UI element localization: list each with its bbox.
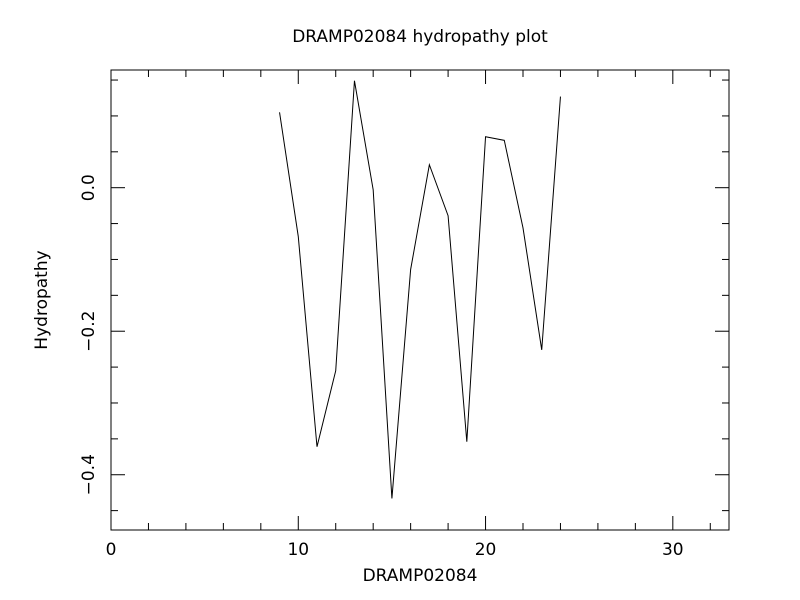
y-axis-label: Hydropathy — [32, 250, 52, 349]
data-line — [279, 80, 561, 499]
x-tick-label: 10 — [287, 540, 309, 560]
x-tick-label: 0 — [106, 540, 117, 560]
x-tick-label: 20 — [475, 540, 497, 560]
x-tick-label: 30 — [662, 540, 684, 560]
x-axis-label: DRAMP02084 — [363, 566, 478, 586]
plot-frame — [110, 69, 730, 531]
y-tick-label: 0.0 — [79, 174, 99, 201]
chart-title: DRAMP02084 hydropathy plot — [292, 27, 548, 47]
y-tick-label: −0.2 — [79, 311, 99, 352]
y-tick-label: −0.4 — [79, 454, 99, 495]
